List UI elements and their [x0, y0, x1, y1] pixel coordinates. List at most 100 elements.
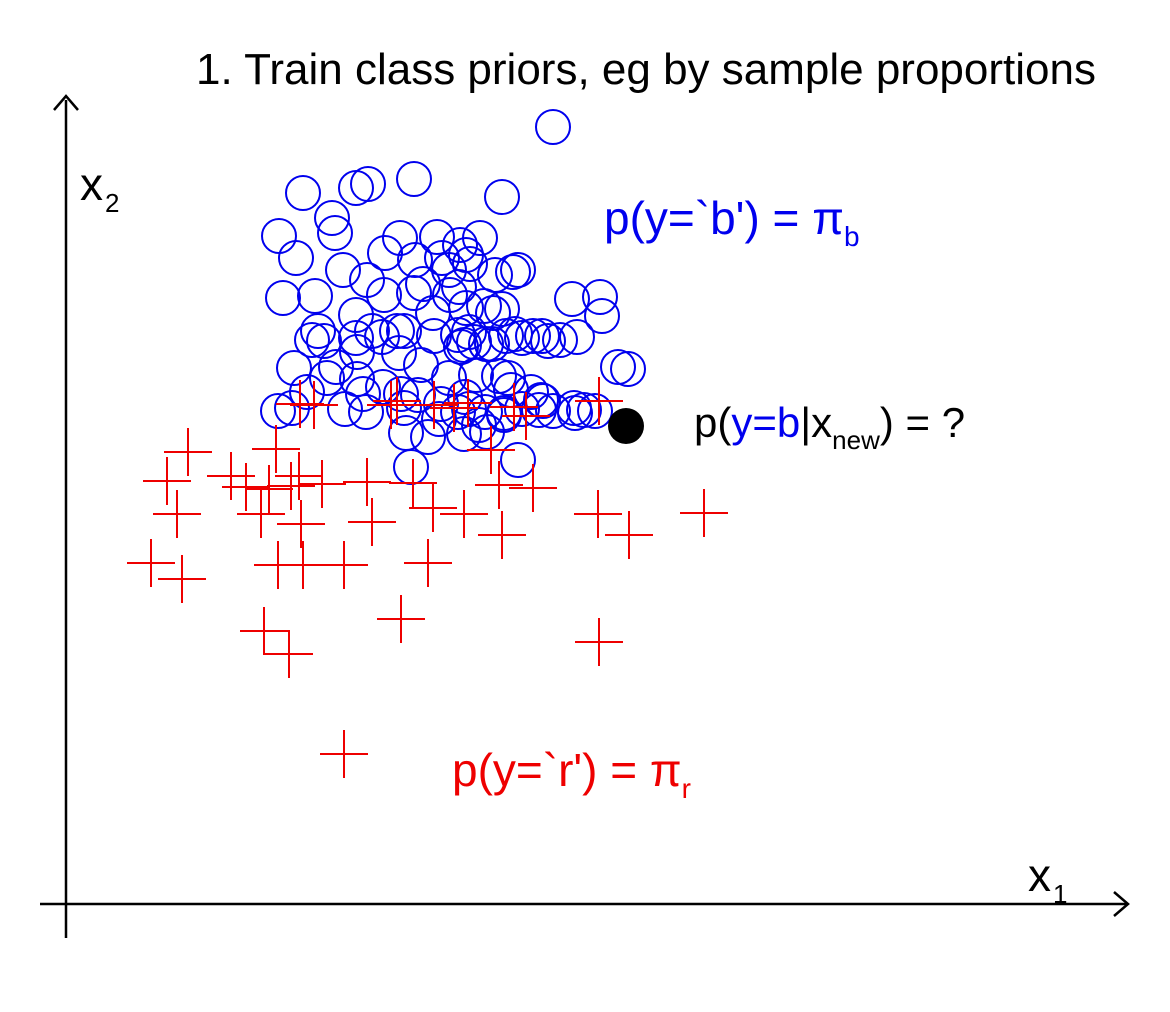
- point-b-57: [524, 318, 560, 354]
- point-b-78: [610, 351, 646, 387]
- point-b-26: [495, 254, 531, 290]
- point-b-81: [383, 376, 419, 412]
- point-b-74: [458, 357, 494, 393]
- point-b-0: [535, 109, 571, 145]
- prior-blue-label: p(y=`b') = πb: [604, 192, 860, 252]
- point-b-19: [397, 242, 433, 278]
- point-b-37: [554, 281, 590, 317]
- point-b-59: [542, 322, 578, 358]
- point-b-90: [327, 391, 363, 427]
- point-b-38: [582, 279, 618, 315]
- point-r-11: [252, 425, 300, 473]
- point-b-25: [500, 252, 536, 288]
- point-b-105: [388, 415, 424, 451]
- point-b-65: [443, 329, 479, 365]
- point-b-45: [379, 313, 415, 349]
- point-b-77: [600, 349, 636, 385]
- point-b-17: [325, 252, 361, 288]
- point-r-31: [680, 489, 728, 537]
- point-r-25: [237, 490, 285, 538]
- point-b-6: [261, 218, 297, 254]
- point-b-62: [339, 334, 375, 370]
- point-r-8: [502, 392, 550, 440]
- point-r-27: [348, 498, 396, 546]
- point-b-2: [350, 166, 386, 202]
- point-r-34: [127, 539, 175, 587]
- point-b-56: [515, 318, 551, 354]
- point-b-34: [448, 290, 484, 326]
- point-r-22: [475, 461, 523, 509]
- point-b-89: [274, 390, 310, 426]
- point-b-30: [396, 275, 432, 311]
- point-r-16: [245, 465, 293, 513]
- point-b-113: [556, 390, 592, 426]
- point-r-17: [267, 462, 315, 510]
- point-b-60: [559, 319, 595, 355]
- point-b-80: [345, 376, 381, 412]
- point-b-22: [441, 269, 477, 305]
- point-b-104: [577, 393, 613, 429]
- point-b-10: [382, 220, 418, 256]
- point-b-63: [381, 335, 417, 371]
- point-r-15: [222, 463, 270, 511]
- point-b-21: [431, 252, 467, 288]
- point-r-3: [373, 377, 421, 425]
- point-r-21: [389, 459, 437, 507]
- point-b-36: [484, 291, 520, 327]
- point-b-64: [475, 295, 511, 331]
- point-r-14: [207, 452, 255, 500]
- point-b-15: [462, 220, 498, 256]
- point-r-37: [320, 541, 368, 589]
- y-axis-label: x2: [80, 158, 119, 218]
- point-r-1: [290, 381, 338, 429]
- point-r-28: [409, 484, 457, 532]
- point-b-106: [410, 419, 446, 455]
- point-b-5: [484, 179, 520, 215]
- point-r-26: [277, 500, 325, 548]
- point-b-8: [317, 215, 353, 251]
- y-axis-arrowhead: [53, 94, 79, 111]
- point-r-32: [478, 511, 526, 559]
- point-b-29: [366, 277, 402, 313]
- point-b-41: [306, 323, 342, 359]
- point-b-111: [500, 442, 536, 478]
- point-r-41: [265, 630, 313, 678]
- point-r-43: [575, 618, 623, 666]
- point-r-4: [410, 381, 458, 429]
- point-r-24: [153, 490, 201, 538]
- point-b-23: [452, 246, 488, 282]
- point-r-40: [240, 607, 288, 655]
- point-b-4: [285, 175, 321, 211]
- point-b-88: [260, 393, 296, 429]
- point-r-38: [279, 541, 327, 589]
- point-b-12: [424, 240, 460, 276]
- point-r-13: [143, 457, 191, 505]
- point-r-33: [605, 511, 653, 559]
- point-b-68: [318, 349, 354, 385]
- point-r-19: [298, 460, 346, 508]
- point-b-58: [530, 323, 566, 359]
- point-b-100: [504, 391, 540, 427]
- point-b-3: [396, 161, 432, 197]
- point-b-1: [338, 170, 374, 206]
- point-r-44: [320, 730, 368, 778]
- point-r-6: [444, 379, 492, 427]
- point-r-9: [575, 377, 623, 425]
- point-b-7: [314, 200, 350, 236]
- point-b-16: [278, 240, 314, 276]
- point-b-112: [525, 383, 561, 419]
- point-b-107: [446, 416, 482, 452]
- point-b-61: [294, 322, 330, 358]
- point-b-40: [300, 313, 336, 349]
- point-b-55: [504, 320, 540, 356]
- point-b-13: [442, 227, 478, 263]
- point-b-67: [309, 360, 345, 396]
- point-r-7: [490, 383, 538, 431]
- point-b-66: [276, 350, 312, 386]
- point-r-39: [404, 539, 452, 587]
- point-b-91: [348, 394, 384, 430]
- point-r-42: [377, 595, 425, 643]
- posterior-query-label: p(y=b|xnew) = ?: [694, 399, 965, 455]
